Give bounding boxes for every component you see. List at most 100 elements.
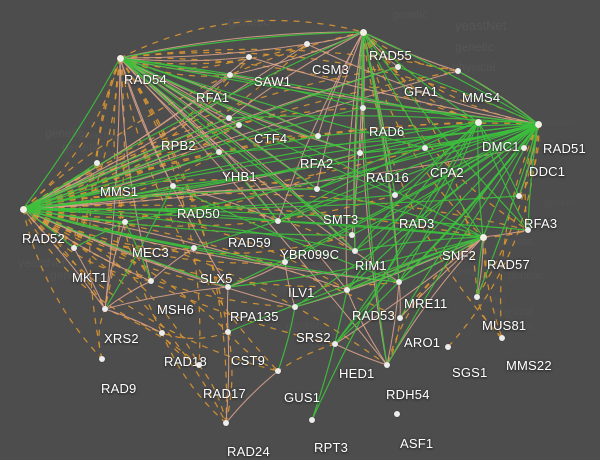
graph-node-rad3[interactable]	[392, 192, 398, 198]
genetic-edge	[476, 296, 503, 339]
node-label-mkt1: MKT1	[72, 270, 108, 285]
graph-node-slx5[interactable]	[191, 245, 197, 251]
graph-node-rad16[interactable]	[357, 150, 363, 156]
physical-edge	[398, 236, 484, 283]
physical-edge	[346, 289, 388, 366]
genetic-edge	[22, 57, 121, 210]
physical-edge	[334, 121, 479, 345]
physical-edge	[346, 123, 539, 291]
physical-edge	[218, 123, 539, 153]
graph-node-xrs2[interactable]	[102, 306, 108, 312]
node-label-rfa3: RFA3	[524, 216, 558, 231]
graph-node-yhb1[interactable]	[216, 149, 222, 155]
physical-edge	[306, 43, 539, 125]
physical-edge	[354, 123, 539, 252]
physical-edge	[22, 162, 98, 210]
watermark-text: physical	[452, 60, 496, 74]
graph-node-mms4[interactable]	[455, 68, 461, 74]
graph-node-mms1[interactable]	[94, 160, 100, 166]
node-label-mms22: MMS22	[506, 358, 552, 373]
graph-node-rad54[interactable]	[116, 54, 124, 62]
graph-node-mms22[interactable]	[499, 335, 505, 341]
graph-node-gfa1[interactable]	[395, 64, 401, 70]
graph-node-cpa2[interactable]	[422, 145, 428, 151]
graph-node-rad53[interactable]	[344, 287, 350, 293]
graph-node-rfa2[interactable]	[315, 133, 321, 139]
node-label-ddc1: DDC1	[529, 164, 566, 179]
graph-node-rpa135[interactable]	[225, 284, 231, 290]
graph-node-cst9[interactable]	[225, 329, 231, 335]
node-label-gfa1: GFA1	[404, 84, 439, 99]
graph-node-gus1[interactable]	[275, 368, 281, 374]
node-label-asf1: ASF1	[400, 436, 434, 451]
graph-node-rfa1[interactable]	[227, 72, 233, 78]
node-label-rad55: RAD55	[369, 48, 412, 63]
physical-edge	[477, 121, 520, 197]
graph-node-saw1[interactable]	[246, 54, 252, 60]
genetic-edge	[22, 208, 401, 319]
genetic-edge	[98, 308, 106, 360]
graph-node-mus81[interactable]	[474, 294, 480, 300]
graph-node-rad51[interactable]	[534, 120, 542, 128]
genetic-edge	[22, 208, 400, 288]
physical-edge	[316, 188, 484, 238]
graph-node-ddc1[interactable]	[521, 145, 527, 151]
graph-node-rad55[interactable]	[359, 28, 367, 36]
genetic-edge	[22, 207, 348, 291]
graph-node-asf1[interactable]	[394, 411, 400, 417]
genetic-edge	[447, 123, 539, 348]
graph-node-rpt3[interactable]	[309, 417, 315, 423]
graph-node-rad59[interactable]	[275, 218, 281, 224]
graph-node-srs2[interactable]	[292, 304, 298, 310]
graph-node-ctf4[interactable]	[226, 115, 232, 121]
node-label-rpa135: RPA135	[230, 309, 279, 324]
graph-node-ilv1[interactable]	[282, 259, 288, 265]
graph-node-rad57[interactable]	[525, 227, 531, 233]
node-label-ctf4: CTF4	[254, 131, 288, 146]
node-label-saw1: SAW1	[254, 74, 292, 89]
physical-edge	[398, 281, 401, 319]
graph-node-rim1[interactable]	[352, 248, 358, 254]
genetic-edge	[89, 57, 121, 360]
node-label-smt3: SMT3	[323, 212, 359, 227]
graph-node-mec3[interactable]	[122, 219, 128, 225]
graph-node-rad9[interactable]	[99, 356, 105, 362]
physical-edge	[22, 147, 525, 210]
graph-node-sgs1[interactable]	[445, 344, 451, 350]
physical-edge	[277, 306, 296, 372]
graph-node-ybr099c[interactable]	[349, 232, 355, 238]
graph-node-dmc1[interactable]	[474, 118, 482, 126]
graph-node-rad24[interactable]	[223, 420, 229, 426]
graph-node-rad50[interactable]	[170, 183, 176, 189]
physical-edge	[277, 123, 539, 222]
physical-edge	[359, 31, 365, 154]
graph-node-hed1[interactable]	[332, 341, 338, 347]
graph-node-rdh54[interactable]	[384, 362, 390, 368]
graph-node-msh6[interactable]	[148, 278, 154, 284]
graph-node-rad17[interactable]	[196, 362, 202, 368]
graph-node-csm3[interactable]	[304, 41, 310, 47]
genetic-edge	[119, 57, 201, 366]
physical-edge	[345, 31, 364, 291]
graph-node-aro1[interactable]	[397, 315, 403, 321]
watermark-text: yeastNet	[536, 118, 576, 129]
graph-node-mre11[interactable]	[396, 279, 402, 285]
physical-edge	[73, 221, 126, 249]
graph-node-mkt1[interactable]	[71, 245, 77, 251]
graph-node-snf2[interactable]	[479, 233, 487, 241]
watermark-text: genetic	[50, 268, 89, 282]
graph-node-rad18[interactable]	[159, 330, 165, 336]
physical-edge	[294, 236, 484, 308]
graph-node-rpb2[interactable]	[236, 122, 242, 128]
watermark-text: genetic	[498, 320, 534, 332]
physical-edge	[317, 123, 539, 137]
graph-node-rad52[interactable]	[19, 205, 27, 213]
node-label-rad53: RAD53	[352, 308, 395, 323]
graph-node-rad6[interactable]	[360, 105, 366, 111]
graph-node-smt3[interactable]	[314, 186, 320, 192]
graph-node-rfa3[interactable]	[516, 193, 522, 199]
